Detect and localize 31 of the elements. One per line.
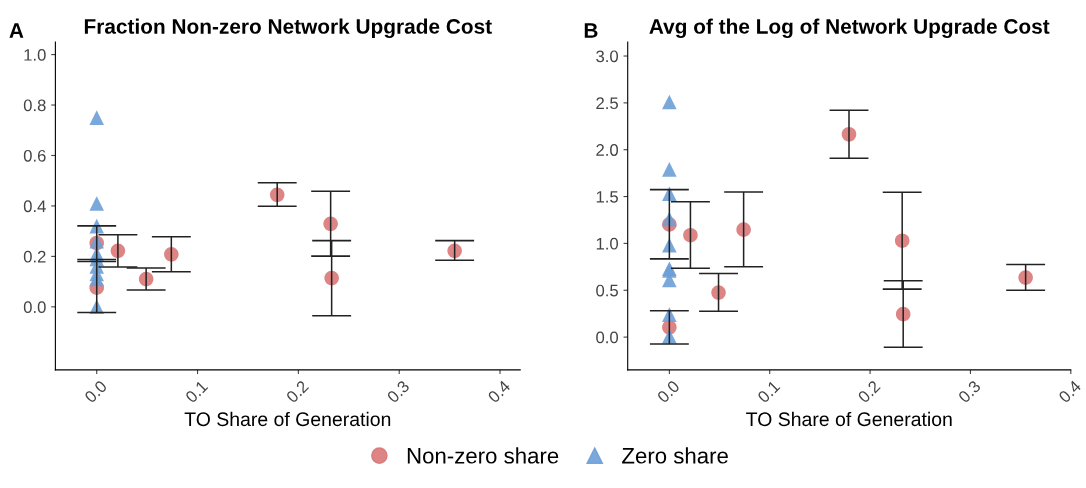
x-axis-title: TO Share of Generation — [746, 411, 952, 427]
y-tick-label: 0.4 — [23, 200, 46, 213]
x-tick-label: 0.1 — [184, 379, 209, 404]
x-tick-label: 0.3 — [386, 379, 411, 404]
x-tick-label: 0.0 — [83, 379, 108, 404]
y-tick-label: 2.0 — [596, 144, 619, 156]
y-tick-label: 0.0 — [596, 331, 619, 344]
text: B — [584, 23, 598, 38]
x-tick-label: 0.1 — [756, 379, 781, 404]
y-tick-label: 0.6 — [23, 149, 46, 162]
x-tick-label: 0.0 — [656, 379, 681, 404]
chart-title: Avg of the Log of Network Upgrade Cost — [649, 18, 1050, 39]
chart-title: Fraction Non-zero Network Upgrade Cost — [84, 18, 492, 39]
x-tick-label: 0.4 — [487, 379, 512, 404]
y-tick-label: 0.8 — [23, 99, 46, 112]
y-tick-label: 0.2 — [23, 250, 46, 263]
x-tick-label: 0.4 — [1057, 379, 1082, 404]
y-tick-label: 1.0 — [596, 237, 619, 250]
x-tick-label: 0.3 — [957, 379, 982, 404]
x-axis-title: TO Share of Generation — [184, 411, 391, 427]
legend-label: Non-zero share — [407, 447, 559, 464]
y-tick-label: 1.5 — [596, 191, 618, 203]
legend-label: Zero share — [622, 447, 728, 464]
y-tick-label: 0.0 — [23, 301, 46, 314]
y-tick-label: 1.0 — [24, 48, 46, 61]
y-tick-label: 2.5 — [596, 97, 618, 110]
y-tick-label: 3.0 — [596, 50, 619, 63]
text: A — [9, 23, 24, 38]
x-tick-label: 0.2 — [857, 379, 881, 404]
y-tick-label: 0.5 — [596, 284, 618, 297]
x-tick-label: 0.2 — [285, 379, 310, 404]
